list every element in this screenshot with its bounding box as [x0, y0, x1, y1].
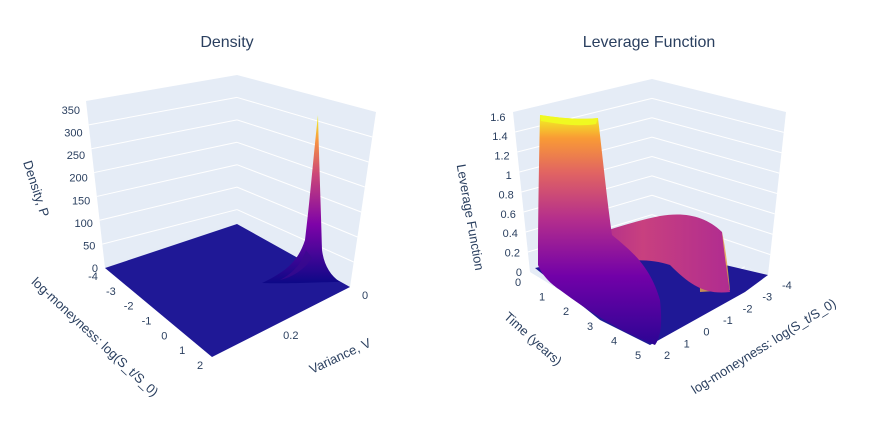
leverage-x-tick: -1	[723, 315, 733, 327]
grid-line	[102, 209, 238, 245]
grid-line	[651, 117, 782, 154]
leverage-z-tick: 0.8	[498, 189, 513, 201]
density-x-tick: -4	[88, 271, 98, 283]
density-y-tick: 0	[362, 290, 368, 302]
grid-line	[651, 194, 773, 235]
density-surface-shadow	[280, 250, 312, 280]
leverage-x-tick: 0	[703, 327, 709, 339]
leverage-x-tick: -2	[743, 303, 753, 315]
leverage-t-tick: 4	[611, 335, 617, 347]
density-z-tick: 200	[69, 173, 87, 185]
density-x-tick: -3	[106, 286, 116, 298]
density-y-ticks: 00.2	[283, 290, 368, 342]
leverage-z-tick: 0.2	[505, 248, 520, 260]
grid-line	[236, 186, 358, 238]
density-z-tick: 0	[92, 263, 98, 275]
leverage-z-tick: 0.4	[503, 228, 518, 240]
grid-line	[99, 186, 238, 221]
density-z-tick: 300	[64, 128, 82, 140]
leverage-t-tick: 2	[563, 306, 569, 318]
density-z-tick: 150	[72, 195, 90, 207]
leverage-x-tick: 2	[664, 350, 670, 362]
leverage-t-tick: 3	[587, 321, 593, 333]
density-x-tick: 2	[197, 360, 203, 372]
grid-line	[88, 96, 238, 126]
density-x-tick: -1	[142, 316, 152, 328]
density-surface-floor	[105, 224, 350, 357]
leverage-z-tick: 1	[506, 170, 512, 182]
leverage-t-tick: 0	[515, 277, 521, 289]
density-y-tick: 0.2	[283, 330, 298, 342]
grid-line	[94, 141, 238, 174]
density-x-tick: 0	[161, 330, 167, 342]
grid-line	[651, 156, 778, 194]
leverage-t-label: Time (years)	[501, 309, 565, 369]
grid-line	[515, 97, 653, 133]
density-x-tick: 1	[179, 345, 185, 357]
leverage-x-tick: -4	[782, 280, 792, 292]
leverage-x-tick: 1	[684, 338, 690, 350]
leverage-x-tick: -3	[762, 292, 772, 304]
grid-line	[236, 164, 362, 213]
grid-line	[96, 164, 238, 197]
leverage-title: Leverage Function	[583, 34, 716, 51]
grid-line	[236, 96, 373, 138]
grid-line	[236, 119, 369, 163]
density-title: Density	[200, 34, 253, 51]
leverage-z-tick: 1.6	[490, 112, 505, 124]
leverage-x-ticks: 2 1 0 -1 -2 -3 -4	[664, 280, 792, 362]
density-z-ticks: 0 50 100 150 200 250 300 350	[62, 105, 98, 275]
density-z-tick: 50	[83, 240, 95, 252]
density-x-ticks: -4 -3 -2 -1 012	[88, 271, 203, 372]
leverage-z-tick: 0	[516, 267, 522, 279]
density-z-tick: 250	[67, 150, 85, 162]
leverage-z-tick: 0.6	[501, 209, 516, 221]
grid-line	[651, 97, 784, 133]
leverage-t-tick: 5	[635, 350, 641, 362]
leverage-z-tick: 1.2	[494, 151, 509, 163]
grid-line	[651, 175, 775, 215]
leverage-surface-crest	[540, 115, 598, 126]
density-surface-peak	[262, 115, 340, 284]
density-z-label: Density, P	[20, 159, 52, 219]
leverage-t-ticks: 0 1 2 3 4 5	[515, 277, 641, 362]
grid-line	[236, 141, 366, 188]
leverage-chart: Leverage Function 0 0.2 0.4 0.6 0.8 1 1.2 1.4 1.…	[454, 34, 839, 397]
leverage-t-tick: 1	[539, 292, 545, 304]
density-z-tick: 350	[62, 105, 80, 117]
leverage-z-tick: 1.4	[492, 131, 507, 143]
grid-line	[651, 136, 780, 174]
grid-line	[91, 119, 238, 150]
leverage-z-ticks: 0 0.2 0.4 0.6 0.8 1 1.2 1.4 1.6	[490, 112, 522, 279]
leverage-surface-main	[538, 115, 662, 345]
density-z-tick: 100	[75, 218, 93, 230]
density-x-tick: -2	[124, 301, 134, 313]
density-y-label: Variance, V	[307, 335, 374, 377]
leverage-z-label: Leverage Function	[454, 163, 487, 272]
grid-line	[236, 209, 354, 263]
